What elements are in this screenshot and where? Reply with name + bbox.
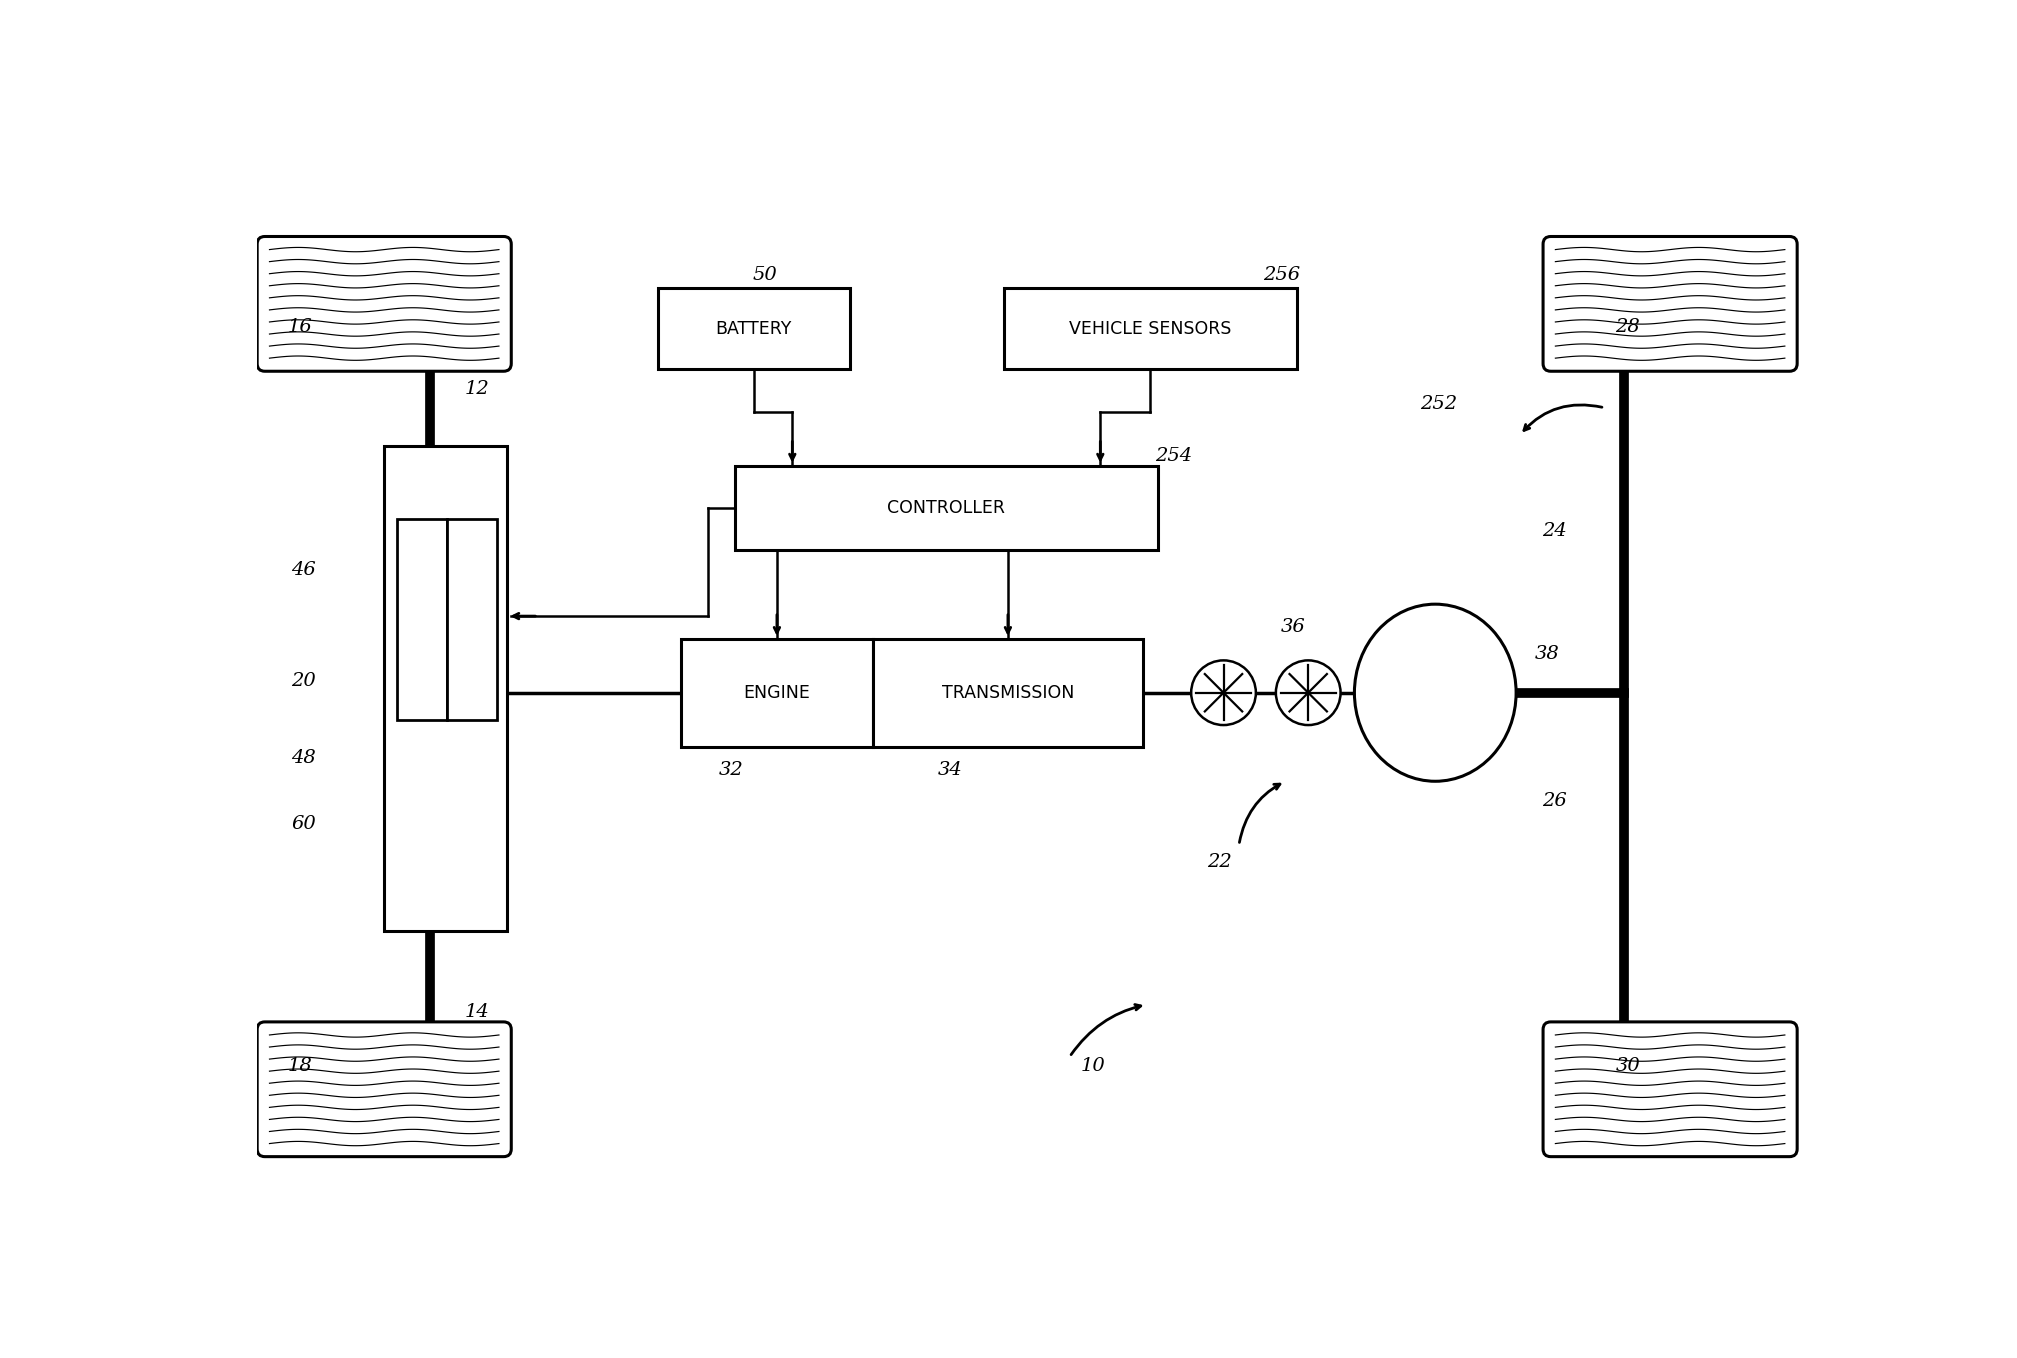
Text: 36: 36 bbox=[1281, 618, 1305, 637]
Text: 256: 256 bbox=[1263, 266, 1299, 284]
Text: 26: 26 bbox=[1543, 792, 1567, 809]
Bar bbox=[734, 466, 1158, 550]
Bar bbox=[1004, 288, 1297, 369]
Text: VEHICLE SENSORS: VEHICLE SENSORS bbox=[1069, 320, 1232, 338]
Bar bbox=[658, 288, 849, 369]
Text: CONTROLLER: CONTROLLER bbox=[887, 498, 1004, 517]
Text: 46: 46 bbox=[290, 561, 317, 579]
Text: 16: 16 bbox=[286, 318, 313, 335]
Text: 10: 10 bbox=[1081, 1057, 1105, 1076]
Text: 38: 38 bbox=[1535, 645, 1559, 663]
Text: 20: 20 bbox=[290, 672, 317, 690]
Text: 24: 24 bbox=[1543, 521, 1567, 540]
Text: TRANSMISSION: TRANSMISSION bbox=[942, 683, 1075, 702]
Circle shape bbox=[1192, 660, 1257, 725]
Text: 32: 32 bbox=[718, 760, 742, 778]
Bar bbox=[873, 638, 1144, 747]
Ellipse shape bbox=[1355, 604, 1517, 781]
FancyBboxPatch shape bbox=[258, 1023, 510, 1157]
Text: 48: 48 bbox=[290, 750, 317, 767]
Text: 30: 30 bbox=[1616, 1057, 1640, 1076]
Text: 34: 34 bbox=[938, 760, 962, 778]
Text: 252: 252 bbox=[1420, 395, 1458, 413]
FancyBboxPatch shape bbox=[1543, 1023, 1797, 1157]
Text: 12: 12 bbox=[464, 380, 488, 398]
Bar bbox=[448, 520, 498, 720]
Text: 28: 28 bbox=[1616, 318, 1640, 335]
Text: 60: 60 bbox=[290, 815, 317, 832]
Text: 18: 18 bbox=[286, 1057, 313, 1076]
Text: ENGINE: ENGINE bbox=[744, 683, 811, 702]
Text: 50: 50 bbox=[752, 266, 779, 284]
Bar bbox=[383, 447, 508, 932]
FancyBboxPatch shape bbox=[1543, 236, 1797, 371]
Text: 254: 254 bbox=[1156, 447, 1192, 464]
Text: BATTERY: BATTERY bbox=[716, 320, 793, 338]
Text: 22: 22 bbox=[1208, 853, 1232, 870]
Bar bbox=[397, 520, 448, 720]
FancyBboxPatch shape bbox=[258, 236, 510, 371]
Circle shape bbox=[1277, 660, 1341, 725]
Bar bbox=[680, 638, 873, 747]
Text: 14: 14 bbox=[464, 1004, 488, 1021]
